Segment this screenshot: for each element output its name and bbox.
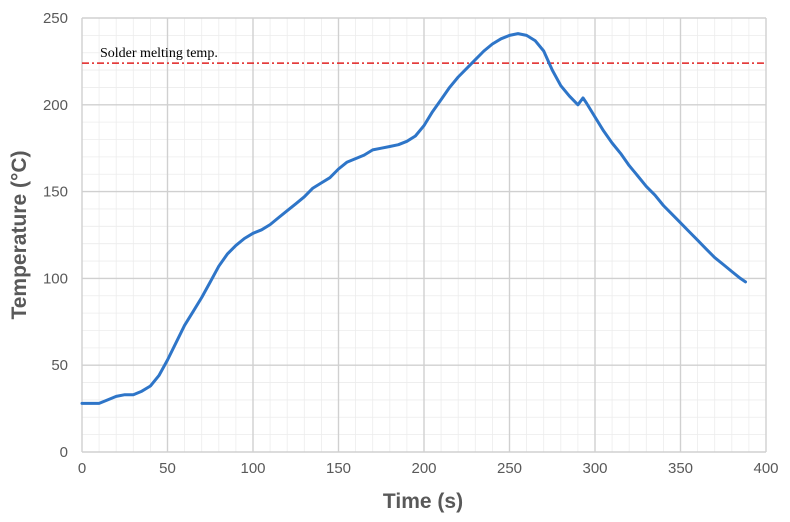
y-tick-label: 0 — [60, 444, 68, 461]
y-tick-label: 200 — [43, 97, 68, 114]
x-axis-title: Time (s) — [383, 490, 463, 513]
x-tick-label: 100 — [240, 460, 265, 477]
temperature-series-line — [80, 32, 747, 405]
x-tick-label: 350 — [668, 460, 693, 477]
annotations: Solder melting temp. — [82, 46, 766, 64]
x-tick-label: 0 — [78, 460, 86, 477]
grid — [81, 17, 767, 453]
y-axis-title: Temperature (°C) — [8, 150, 31, 319]
y-tick-label: 50 — [51, 357, 68, 374]
y-tick-label: 250 — [43, 10, 68, 27]
x-tick-label: 50 — [159, 460, 176, 477]
series-layer — [80, 32, 747, 405]
y-tick-label: 100 — [43, 270, 68, 287]
x-tick-label: 150 — [326, 460, 351, 477]
solder-melting-label: Solder melting temp. — [100, 46, 218, 61]
y-tick-labels: 0 50 100 150 200 250 — [43, 10, 68, 461]
y-tick-label: 150 — [43, 184, 68, 201]
x-tick-label: 400 — [753, 460, 778, 477]
x-tick-label: 200 — [411, 460, 436, 477]
x-tick-labels: 0 50 100 150 200 250 300 350 400 — [78, 460, 779, 477]
x-tick-label: 250 — [497, 460, 522, 477]
x-tick-label: 300 — [582, 460, 607, 477]
